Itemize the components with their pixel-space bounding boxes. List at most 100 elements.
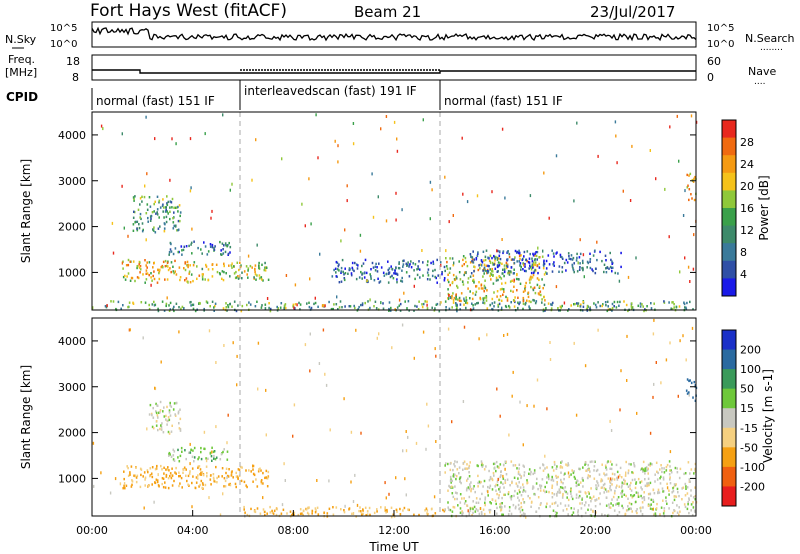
data-cell xyxy=(468,471,470,474)
data-cell xyxy=(153,226,155,229)
data-cell xyxy=(228,264,230,267)
data-cell xyxy=(189,442,191,446)
data-cell xyxy=(635,482,637,485)
data-cell xyxy=(306,302,308,305)
data-cell xyxy=(127,234,129,238)
data-cell xyxy=(646,482,648,485)
data-cell xyxy=(335,506,338,509)
data-cell xyxy=(500,481,502,484)
data-cell xyxy=(221,242,224,245)
data-cell xyxy=(351,261,354,265)
data-cell xyxy=(258,274,261,277)
data-cell xyxy=(461,497,463,500)
data-cell xyxy=(618,279,621,283)
data-cell xyxy=(610,258,612,262)
data-cell xyxy=(151,211,154,214)
xtick-label-4: 16:00 xyxy=(479,524,511,537)
data-cell xyxy=(468,495,471,499)
data-cell xyxy=(168,411,171,414)
data-cell xyxy=(596,240,598,244)
data-cell xyxy=(473,258,475,261)
data-cell xyxy=(538,256,540,259)
data-cell xyxy=(127,272,130,275)
data-cell xyxy=(179,454,182,458)
data-cell xyxy=(503,290,505,293)
data-cell xyxy=(577,514,579,517)
data-cell xyxy=(480,480,482,484)
data-cell xyxy=(594,271,597,275)
data-cell xyxy=(625,460,627,464)
data-cell xyxy=(515,505,517,508)
data-cell xyxy=(177,205,179,209)
data-cell xyxy=(240,479,243,483)
data-cell xyxy=(611,463,613,466)
data-cell xyxy=(630,305,633,308)
data-cell xyxy=(620,476,623,479)
data-cell xyxy=(472,279,474,282)
data-cell xyxy=(200,248,202,251)
data-cell xyxy=(582,305,585,308)
data-cell xyxy=(686,507,689,511)
data-cell xyxy=(132,301,134,304)
data-cell xyxy=(197,465,200,468)
data-cell xyxy=(469,507,472,510)
data-cell xyxy=(377,195,379,199)
data-cell xyxy=(190,273,193,276)
data-cell xyxy=(621,495,623,498)
data-cell xyxy=(260,479,263,482)
data-cell xyxy=(444,464,446,467)
data-cell xyxy=(179,219,181,223)
data-cell xyxy=(357,264,359,267)
data-cell xyxy=(561,496,564,499)
data-cell xyxy=(241,271,243,274)
data-cell xyxy=(678,513,680,516)
data-cell xyxy=(369,513,371,517)
data-cell xyxy=(461,280,464,283)
data-cell xyxy=(207,278,209,282)
power-colorbar-tick-3: 16 xyxy=(740,202,754,215)
data-cell xyxy=(570,507,573,510)
data-cell xyxy=(575,484,578,488)
data-cell xyxy=(316,479,318,482)
data-cell xyxy=(359,233,362,237)
data-cell xyxy=(472,487,475,490)
data-cell xyxy=(573,262,575,265)
data-cell xyxy=(567,309,569,312)
data-cell xyxy=(160,428,163,431)
data-cell xyxy=(484,286,486,289)
data-cell xyxy=(257,470,260,473)
data-cell xyxy=(508,306,511,309)
power-colorbar-swatch-2 xyxy=(722,155,736,174)
data-cell xyxy=(510,301,512,304)
data-cell xyxy=(452,473,455,476)
data-cell xyxy=(106,304,108,308)
data-cell xyxy=(443,279,446,282)
data-cell xyxy=(243,508,245,511)
data-cell xyxy=(467,477,469,480)
data-cell xyxy=(582,466,584,469)
data-cell xyxy=(185,457,187,461)
data-cell xyxy=(251,178,253,182)
data-cell xyxy=(511,279,513,282)
data-cell xyxy=(169,178,171,182)
data-cell xyxy=(135,476,138,479)
data-cell xyxy=(552,263,554,266)
data-cell xyxy=(567,462,569,465)
data-cell xyxy=(168,409,171,412)
data-cell xyxy=(539,466,541,470)
data-cell xyxy=(461,513,463,516)
data-cell xyxy=(267,470,270,474)
data-cell xyxy=(165,304,167,308)
data-cell xyxy=(233,265,235,268)
data-cell xyxy=(589,496,591,499)
data-cell xyxy=(461,264,464,268)
data-cell xyxy=(561,256,563,259)
data-cell xyxy=(152,228,154,231)
data-cell xyxy=(496,506,498,510)
data-cell xyxy=(483,479,486,483)
data-cell xyxy=(139,212,142,216)
data-cell xyxy=(385,115,388,118)
data-cell xyxy=(477,251,479,254)
data-cell xyxy=(593,465,596,468)
